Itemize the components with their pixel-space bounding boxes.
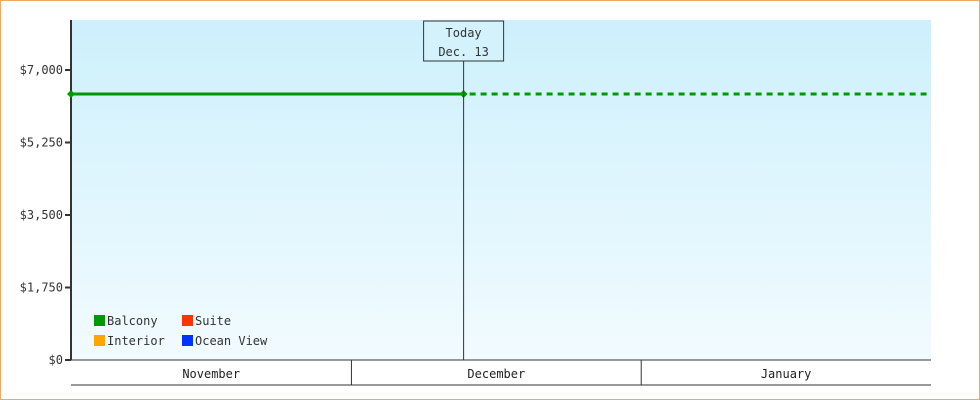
plot-area: [71, 20, 931, 360]
legend-item-ocean-view[interactable]: Ocean View: [182, 334, 268, 348]
today-date: Dec. 13: [438, 45, 489, 59]
legend-swatch: [94, 335, 105, 346]
y-tick-label: $3,500: [20, 208, 63, 222]
x-category-label: November: [182, 367, 240, 381]
legend-label: Interior: [107, 334, 165, 348]
legend-item-suite[interactable]: Suite: [182, 314, 231, 328]
y-tick-label: $7,000: [20, 63, 63, 77]
y-tick-label: $1,750: [20, 281, 63, 295]
data-point[interactable]: [67, 90, 75, 99]
today-label: Today: [446, 26, 482, 40]
legend-swatch: [182, 315, 193, 326]
y-tick-label: $0: [49, 353, 63, 367]
legend-item-interior[interactable]: Interior: [94, 334, 165, 348]
legend-label: Ocean View: [195, 334, 268, 348]
x-category-label: January: [761, 367, 812, 381]
legend-label: Balcony: [107, 314, 158, 328]
legend-swatch: [94, 315, 105, 326]
today-label-box: [423, 20, 505, 62]
legend-swatch: [182, 335, 193, 346]
x-category-label: December: [467, 367, 525, 381]
y-tick-label: $5,250: [20, 136, 63, 150]
legend-label: Suite: [195, 314, 231, 328]
legend-item-balcony[interactable]: Balcony: [94, 314, 158, 328]
